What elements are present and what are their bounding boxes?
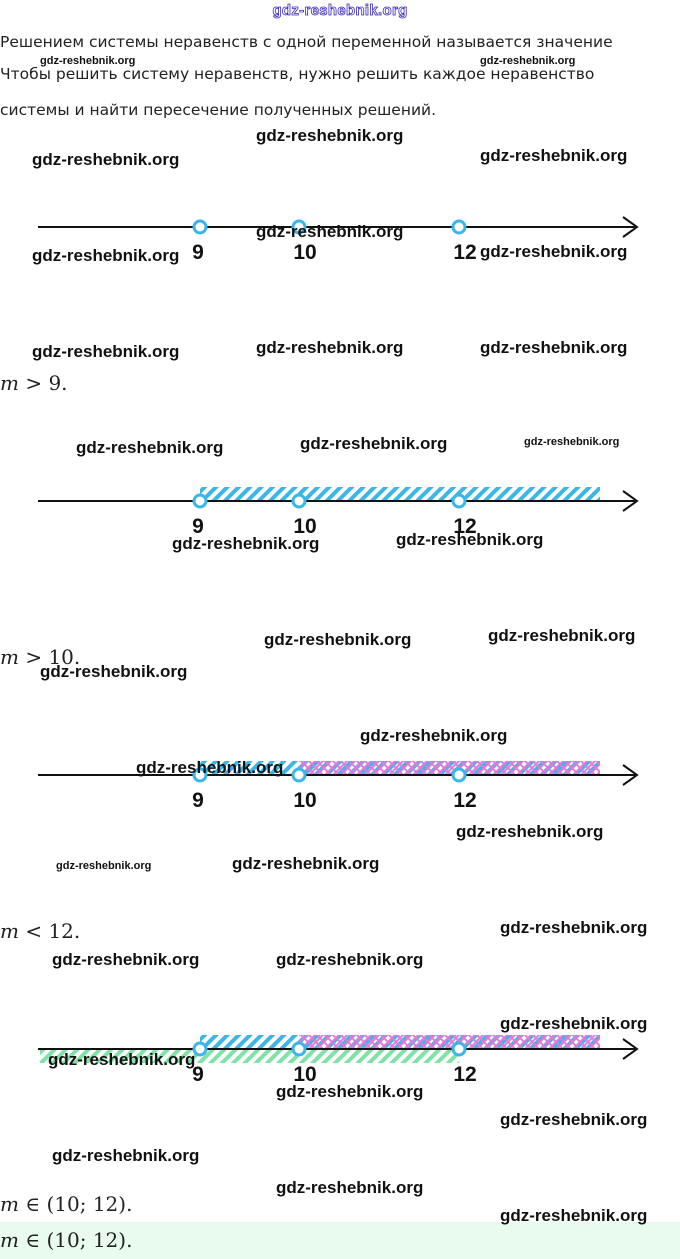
shade-m-lt-12 [40,1050,459,1063]
watermark: gdz-reshebnik.org [172,534,320,553]
watermark: gdz-reshebnik.org [232,854,380,873]
watermark: gdz-reshebnik.org [264,630,412,649]
tick-label-12: 12 [453,515,476,538]
point-10 [291,219,307,235]
watermark: gdz-reshebnik.org [256,338,404,357]
step-2: m > 10. [0,645,81,669]
answer-box [0,1222,680,1259]
watermark: gdz-reshebnik.org [136,758,284,777]
intro-line-1: Решением системы неравенств с одной пере… [0,33,613,51]
step-4: m ∈ (10; 12). [0,1192,133,1216]
point-10 [291,1041,307,1057]
point-12 [451,767,467,783]
watermark: gdz-reshebnik.org [360,726,508,745]
tick-label-9: 9 [192,515,204,538]
watermark: gdz-reshebnik.org [256,222,404,241]
tick-label-12: 12 [453,241,476,264]
step-3: m < 12. [0,919,81,943]
watermark: gdz-reshebnik.org [500,1110,648,1129]
watermark: gdz-reshebnik.org [276,950,424,969]
tick-label-10: 10 [293,241,316,264]
number-line-2: 9 10 12 [38,487,639,538]
shade-m-gt-9 [200,487,600,500]
watermark: gdz-reshebnik.org [500,918,648,937]
watermark: gdz-reshebnik.org [480,146,628,165]
tick-label-10: 10 [293,789,316,812]
point-12 [451,493,467,509]
watermark: gdz-reshebnik.org [488,626,636,645]
point-10 [291,767,307,783]
tick-label-10: 10 [293,1063,316,1086]
number-line-4: 9 10 12 [38,1035,639,1086]
watermark: gdz-reshebnik.org [40,662,188,681]
tick-label-10: 10 [293,515,316,538]
watermark: gdz-reshebnik.org [32,342,180,361]
watermark: gdz-reshebnik.org [52,1146,200,1165]
watermark: gdz-reshebnik.org [524,436,620,448]
watermark: gdz-reshebnik.org [32,246,180,265]
watermark: gdz-reshebnik.org [500,1206,648,1225]
point-9 [192,767,208,783]
watermark: gdz-reshebnik.org [40,55,136,67]
tick-label-9: 9 [192,1063,204,1086]
point-9 [192,1041,208,1057]
watermark: gdz-reshebnik.org [276,1082,424,1101]
watermark: gdz-reshebnik.org [76,438,224,457]
tick-label-9: 9 [192,241,204,264]
step-1: m > 9. [0,371,68,395]
point-12 [451,219,467,235]
watermark: gdz-reshebnik.org [456,822,604,841]
watermark: gdz-reshebnik.org [300,434,448,453]
number-line-1: 9 10 12 [38,216,639,264]
point-10 [291,493,307,509]
watermark: gdz-reshebnik.org [256,126,404,145]
point-12 [451,1041,467,1057]
watermark: gdz-reshebnik.org [276,1178,424,1197]
site-header: gdz-reshebnik.org [272,2,408,20]
final-answer: m ∈ (10; 12). [0,1228,133,1252]
intro-line-2: Чтобы решить систему неравенств, нужно р… [0,65,595,83]
watermark: gdz-reshebnik.org [56,860,152,872]
tick-label-9: 9 [192,789,204,812]
tick-label-12: 12 [453,1063,476,1086]
shade-m-gt-10 [299,761,600,774]
point-9 [192,219,208,235]
tick-label-12: 12 [453,789,476,812]
watermark: gdz-reshebnik.org [480,338,628,357]
watermark: gdz-reshebnik.org [48,1050,196,1069]
watermark: gdz-reshebnik.org [500,1014,648,1033]
intro-line-3: системы и найти пересечение полученных р… [0,101,437,119]
watermark: gdz-reshebnik.org [32,150,180,169]
shade-m-gt-10 [299,1035,600,1048]
watermark: gdz-reshebnik.org [52,950,200,969]
point-9 [192,493,208,509]
watermark: gdz-reshebnik.org [480,55,576,67]
number-line-3: 9 10 12 [38,761,639,812]
watermark: gdz-reshebnik.org [480,242,628,261]
watermark: gdz-reshebnik.org [396,530,544,549]
